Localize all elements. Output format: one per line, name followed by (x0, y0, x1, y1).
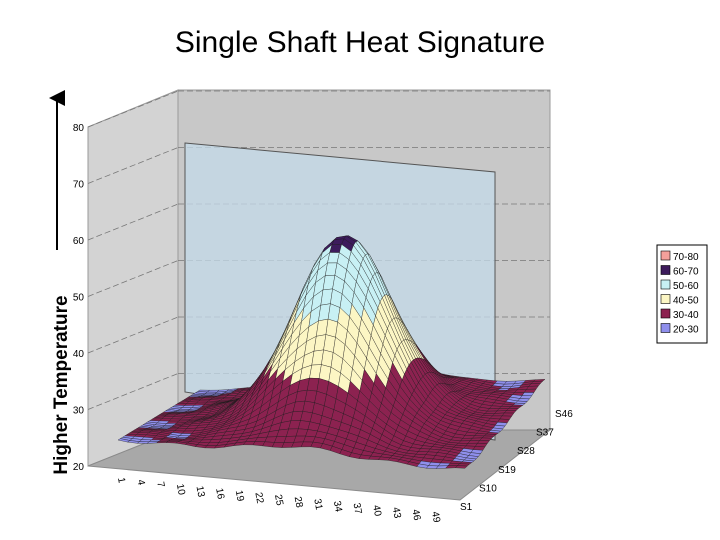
surface-cell (508, 406, 522, 409)
x-tick-label: 1 (115, 477, 127, 485)
x-tick-label: 49 (429, 511, 442, 524)
series-tick-label: S1 (460, 502, 473, 513)
surface-cell (503, 410, 517, 414)
x-tick-label: 37 (351, 502, 364, 515)
surface-cell (479, 437, 493, 441)
series-tick-label: S10 (479, 483, 497, 494)
left-wall (87, 89, 179, 467)
gridline-left (87, 90, 179, 128)
z-tick-label: 20 (73, 462, 85, 473)
legend-swatch (660, 279, 671, 290)
x-axis-ticks: 1 4 7 10 13 16 19 22 25 28 31 34 37 40 43 46 49 (115, 477, 442, 524)
z-tick-label: 60 (73, 236, 85, 247)
z-tick-label: 50 (73, 293, 85, 304)
x-tick-label: 22 (252, 491, 265, 504)
series-tick-label: S28 (517, 446, 535, 457)
z-tick-label: 40 (73, 349, 85, 360)
legend-label: 60-70 (673, 267, 699, 278)
gridline-left (87, 260, 179, 297)
gridline-left (87, 373, 179, 410)
legend-swatch (660, 265, 671, 275)
x-tick-label: 13 (194, 485, 207, 498)
x-tick-label: 7 (154, 481, 166, 489)
x-tick-label: 43 (390, 506, 403, 519)
gridline-left (87, 147, 179, 184)
surface-cell (455, 465, 468, 469)
legend-label: 20-30 (673, 325, 699, 336)
x-tick-label: 25 (272, 494, 285, 507)
surface-mesh (117, 235, 546, 469)
legend-label: 40-50 (673, 296, 699, 307)
z-tick-label: 30 (73, 406, 85, 417)
x-tick-label: 46 (409, 508, 422, 521)
gridline-left (87, 316, 179, 354)
z-tick-label: 80 (73, 123, 85, 134)
x-tick-label: 40 (370, 504, 383, 517)
legend-swatch (660, 250, 671, 261)
x-tick-label: 10 (174, 483, 187, 496)
z-tick-label: 70 (73, 180, 85, 191)
series-tick-label: S37 (536, 428, 554, 439)
z-axis-ticks: 20 30 40 50 60 70 80 (73, 123, 85, 473)
series-tick-label: S19 (498, 465, 516, 476)
legend-label: 30-40 (673, 310, 699, 321)
chart-title: Single Shaft Heat Signature (174, 26, 546, 59)
x-tick-label: 19 (233, 489, 246, 502)
x-tick-label: 4 (135, 479, 147, 487)
x-tick-label: 34 (331, 500, 344, 513)
legend-swatch (660, 308, 671, 319)
legend-label: 70-80 (673, 252, 699, 263)
surface-cell (501, 412, 515, 417)
series-tick-label: S46 (555, 409, 573, 420)
x-tick-label: 16 (213, 487, 226, 500)
legend-label: 50-60 (673, 281, 699, 292)
x-tick-label: 28 (292, 496, 305, 509)
legend: 70-80 60-70 50-60 40-50 30-40 20-30 (660, 250, 699, 336)
legend-swatch (660, 294, 671, 304)
legend-swatch (660, 323, 671, 333)
legend-box (656, 244, 708, 344)
x-tick-label: 31 (311, 498, 324, 511)
surface-cell (521, 392, 535, 396)
surface-cell (506, 408, 519, 411)
gridline-left (87, 203, 179, 241)
